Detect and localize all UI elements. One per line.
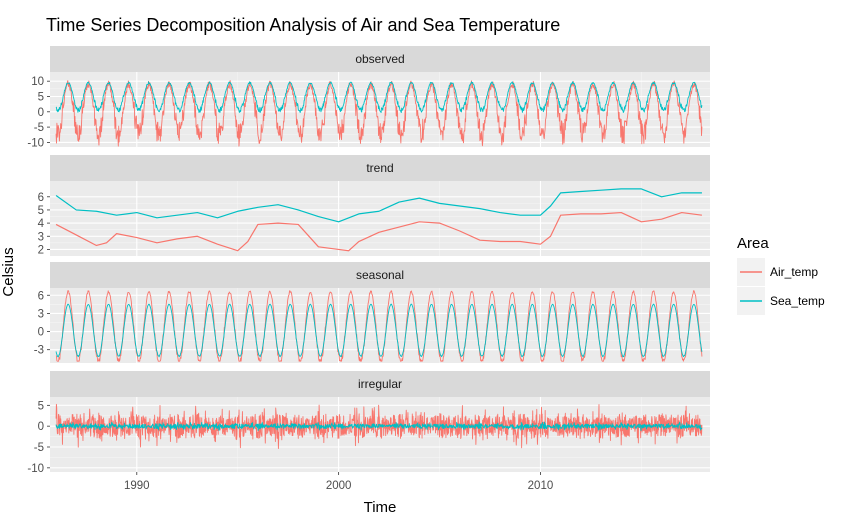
legend-label: Sea_temp — [770, 294, 825, 308]
y-tick-label: -10 — [27, 463, 44, 475]
series-line-air-temp-trend — [55, 211, 703, 252]
x-axis-title: Time — [364, 499, 397, 516]
y-tick-label: 10 — [31, 76, 44, 88]
series-line-sea-temp-observed — [55, 81, 703, 114]
y-tick-label: -10 — [27, 137, 44, 149]
y-tick-label: -5 — [34, 442, 44, 454]
y-tick-label: 0 — [38, 107, 44, 119]
y-tick-label: 4 — [38, 218, 45, 230]
y-tick-label: 6 — [38, 192, 44, 204]
legend-label: Air_temp — [770, 265, 818, 279]
panel-background — [50, 181, 710, 256]
x-tick-label: 2000 — [326, 480, 352, 492]
panel-seasonal: seasonal -3 0 3 6 — [34, 262, 710, 363]
y-tick-label: -3 — [34, 345, 44, 357]
x-tick-label: 2010 — [528, 480, 554, 492]
y-tick-label: 5 — [38, 400, 44, 412]
chart-title: Time Series Decomposition Analysis of Ai… — [46, 15, 560, 35]
y-tick-label: 3 — [38, 231, 44, 243]
series-line-sea-temp-seasonal — [55, 303, 703, 358]
facet-panels: observed-10-50510trend23456seasonal-3036… — [27, 46, 710, 492]
y-axis-title: Celsius — [0, 247, 17, 296]
series-line-sea-temp-trend — [55, 188, 702, 223]
y-tick-label: 0 — [38, 327, 44, 339]
series-line-air-temp-observed — [55, 80, 703, 147]
x-tick-label: 1990 — [124, 480, 150, 492]
facet-label: seasonal — [356, 268, 404, 282]
y-tick-label: 3 — [38, 308, 44, 320]
series-line-air-temp-irregular — [55, 403, 703, 449]
legend-item-sea-temp: Sea_temp — [737, 287, 825, 315]
y-tick-label: 5 — [38, 91, 44, 103]
facet-strip — [50, 371, 710, 397]
y-tick-label: 5 — [38, 205, 44, 217]
facet-label: observed — [355, 52, 404, 66]
series-line-sea-temp-irregular — [55, 421, 703, 432]
facet-strip — [50, 46, 710, 72]
panel-observed: observed -10 -5 0 5 10 — [27, 46, 710, 149]
facet-label: trend — [366, 161, 393, 175]
legend: Area Air_temp Sea_temp — [737, 235, 825, 315]
facet-strip — [50, 262, 710, 288]
y-tick-label: 2 — [38, 244, 44, 256]
facet-label: irregular — [358, 377, 402, 391]
facet-strip — [50, 155, 710, 181]
legend-item-air-temp: Air_temp — [737, 258, 818, 286]
y-tick-label: 0 — [38, 421, 44, 433]
legend-title: Area — [737, 235, 769, 252]
y-tick-label: -5 — [34, 122, 44, 134]
y-tick-label: 6 — [38, 290, 44, 302]
panel-irregular: irregular -10 -5 0 5 1990 2000 2010 — [27, 371, 710, 492]
